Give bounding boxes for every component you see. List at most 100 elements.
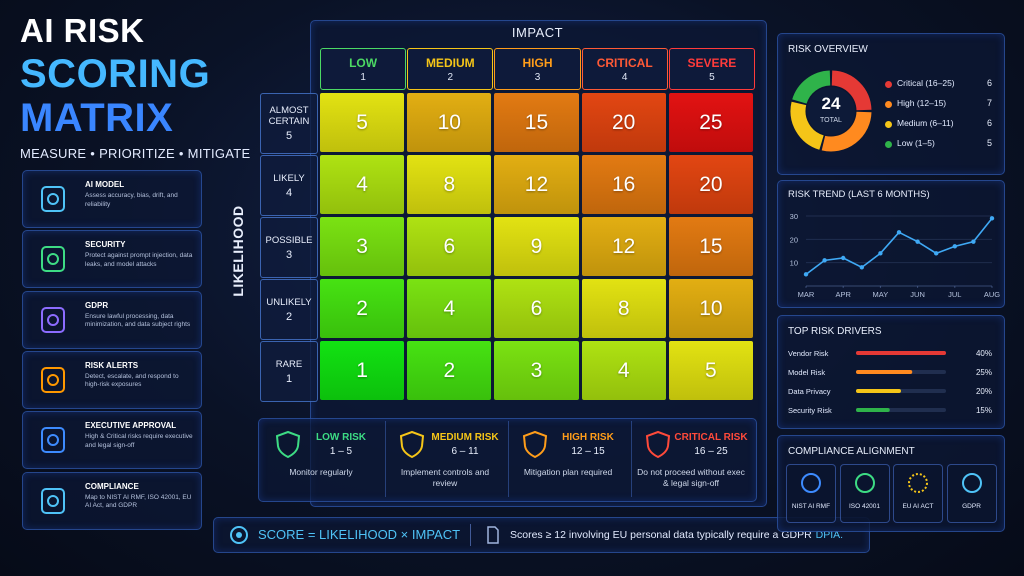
- footer-bar: SCORE = LIKELIHOOD × IMPACT Scores ≥ 12 i…: [213, 517, 870, 553]
- risk-overview-card: RISK OVERVIEW 24 TOTAL Critical (16–25) 6 Hig…: [777, 33, 1005, 175]
- title-line: MATRIX: [20, 96, 174, 140]
- icon-dot: [47, 494, 59, 507]
- matrix-cell: 1: [320, 341, 405, 400]
- donut-segment: [831, 70, 872, 111]
- badge-ring: [801, 473, 821, 493]
- sidebar-card: RISK ALERTS Detect, escalate, and respond…: [22, 350, 202, 409]
- trend-point: [878, 251, 883, 256]
- matrix-cell: 25: [668, 93, 753, 152]
- trend-point: [952, 244, 957, 249]
- cell-score: 1: [356, 358, 368, 382]
- icon-frame: [41, 246, 65, 273]
- donut-total: 24: [822, 94, 841, 113]
- likelihood-label: LIKELIHOOD: [230, 205, 246, 297]
- legend-action: Mitigation plan required: [523, 467, 613, 477]
- risk-trend-card: RISK TREND (LAST 6 MONTHS) 10 20 30 MAR APR MA…: [777, 180, 1005, 308]
- legend-count: 6: [986, 118, 992, 128]
- cell-score: 16: [612, 172, 636, 196]
- row-name: LIKELY: [273, 172, 305, 184]
- trend-point: [934, 251, 939, 256]
- legend-count: 6: [986, 78, 992, 88]
- line-chart: 10 20 30 MAR APR MAY JUN JUL AUG: [790, 212, 1001, 299]
- icon-dot: [47, 373, 59, 386]
- row-header: UNLIKELY 2: [260, 279, 318, 340]
- card-title: COMPLIANCE ALIGNMENT: [788, 446, 915, 457]
- shield-icon: [275, 430, 301, 459]
- bar: [856, 370, 913, 374]
- row-level: 2: [285, 310, 293, 323]
- column-name: CRITICAL: [596, 56, 653, 70]
- cell-score: 20: [612, 110, 636, 134]
- shield-icon: [399, 430, 425, 459]
- document-icon: [487, 526, 499, 544]
- icon-dot: [47, 193, 59, 205]
- sidebar-icon: [41, 487, 65, 514]
- bar-chart: Vendor Risk 40% Model Risk 25% Data Privacy 2…: [788, 349, 992, 415]
- cell-score: 4: [443, 296, 456, 320]
- matrix-cell: 10: [407, 93, 492, 152]
- row-name: POSSIBLE: [265, 234, 313, 246]
- legend-title: HIGH RISK: [562, 432, 614, 443]
- matrix-cell: 16: [581, 155, 666, 214]
- cell-score: 6: [530, 296, 543, 320]
- legend-dot: [885, 141, 892, 148]
- cell-score: 25: [699, 110, 723, 134]
- risk-drivers-card: TOP RISK DRIVERS Vendor Risk 40% Model Risk…: [777, 315, 1005, 429]
- bar: [856, 389, 901, 393]
- icon-frame: [41, 306, 65, 333]
- x-tick-label: MAY: [873, 290, 889, 299]
- row-name: RARE: [275, 358, 303, 370]
- legend-range: 16 – 25: [694, 446, 728, 457]
- matrix-cell: 9: [494, 217, 579, 276]
- matrix-cell: 4: [407, 279, 492, 338]
- trend-point: [803, 272, 809, 277]
- matrix-cell: 20: [668, 155, 753, 214]
- matrix-cell: 4: [320, 155, 405, 214]
- bar-value-label: 25%: [976, 368, 992, 377]
- cell-score: 10: [699, 296, 723, 320]
- sidebar-icon: [41, 366, 65, 393]
- row-header: RARE 1: [260, 341, 318, 402]
- donut-segment: [821, 111, 872, 152]
- target-icon: [230, 526, 248, 544]
- cell-score: 6: [443, 234, 456, 258]
- matrix-cell: 3: [494, 341, 579, 400]
- legend-icon: [522, 430, 548, 459]
- card-title: RISK TREND (LAST 6 MONTHS): [788, 189, 930, 200]
- cell-score: 8: [443, 172, 456, 196]
- bar-value-label: 40%: [976, 349, 992, 358]
- matrix-cell: 6: [407, 217, 492, 276]
- cell-score: 4: [617, 358, 630, 382]
- matrix-cell: 12: [494, 155, 579, 214]
- cell-score: 12: [524, 172, 549, 196]
- donut-segment: [790, 101, 825, 150]
- x-tick-label: APR: [835, 290, 851, 299]
- matrix-cell: 3: [320, 217, 405, 276]
- matrix-cell: 12: [581, 217, 666, 276]
- legend-dot: [885, 101, 892, 108]
- legend-item: HIGH RISK 12 – 15 Mitigation plan required: [508, 421, 627, 497]
- donut-total-label: TOTAL: [820, 117, 842, 124]
- badge-ring: [908, 473, 928, 493]
- x-tick-label: MAR: [798, 290, 815, 299]
- x-tick-label: AUG: [984, 290, 1000, 299]
- sidebar-card: COMPLIANCE Map to NIST AI RMF, ISO 42001,…: [22, 471, 202, 530]
- bar-label: Vendor Risk: [788, 349, 829, 358]
- sidebar-card: GDPR Ensure lawful processing, data minim…: [22, 290, 202, 349]
- cell-score: 4: [356, 172, 368, 196]
- title-line: SCORING: [20, 52, 211, 96]
- tagline: MEASURE • PRIORITIZE • MITIGATE: [20, 146, 251, 161]
- sidebar-icon: [41, 246, 65, 273]
- column-header: CRITICAL 4: [581, 48, 668, 90]
- sidebar-card: EXECUTIVE APPROVAL High & Critical risks …: [22, 411, 202, 470]
- trend-point: [859, 265, 864, 270]
- row-header: POSSIBLE 3: [260, 217, 318, 278]
- matrix-cell: 2: [320, 279, 405, 338]
- matrix-cell: 4: [581, 341, 666, 400]
- row-header: LIKELY 4: [260, 155, 318, 216]
- cell-score: 5: [705, 358, 717, 382]
- legend-range: 6 – 11: [451, 446, 479, 457]
- row-level: 1: [285, 372, 293, 385]
- x-tick-label: JUL: [948, 290, 961, 299]
- x-tick-label: JUN: [910, 290, 925, 299]
